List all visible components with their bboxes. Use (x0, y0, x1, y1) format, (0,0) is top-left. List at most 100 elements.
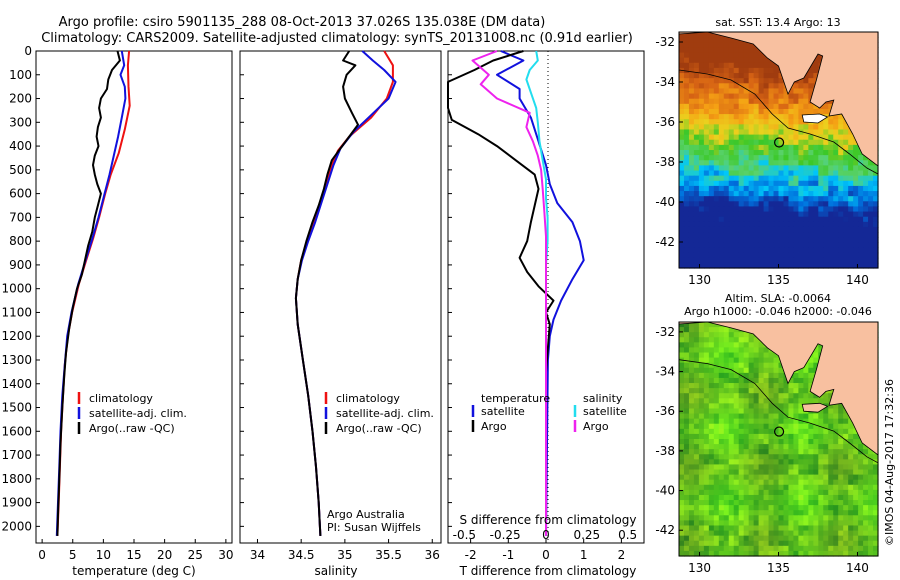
map-cell (718, 520, 725, 527)
map-cell (768, 88, 775, 95)
map-cell (788, 180, 795, 187)
map-cell (683, 347, 690, 354)
map-cell (813, 206, 819, 213)
map-cell (773, 550, 780, 557)
map-cell (813, 237, 819, 243)
map-cell (688, 211, 695, 218)
x-tick-label: -2 (465, 548, 477, 562)
y-tick-label: 300 (9, 115, 32, 129)
map-cell (873, 535, 879, 542)
map-cell (838, 444, 844, 450)
map-cell (768, 139, 775, 146)
map-cell (723, 129, 730, 136)
map-cell (828, 247, 834, 254)
map-cell (808, 550, 814, 557)
map-cell (693, 134, 700, 141)
map-cell (733, 550, 740, 557)
map-cell (698, 383, 705, 389)
map-cell (753, 464, 760, 471)
map-cell (753, 393, 760, 399)
map-cell (798, 383, 804, 389)
map-cell (738, 139, 745, 146)
map-cell (853, 196, 859, 202)
map-cell (703, 185, 710, 192)
map-cell (708, 144, 715, 151)
map-cell (843, 191, 849, 197)
map-cell (803, 206, 809, 213)
map-cell (679, 237, 685, 243)
map-cell (853, 144, 859, 151)
map-cell (763, 221, 770, 228)
map-cell (838, 505, 844, 511)
map-cell (723, 144, 730, 151)
map-cell (833, 262, 839, 269)
map-cell (688, 367, 695, 374)
map-cell (718, 337, 725, 343)
map-cell (703, 124, 710, 131)
map-cell (768, 433, 775, 440)
map-cell (733, 433, 740, 440)
map-cell (688, 393, 695, 399)
map-cell (688, 413, 695, 420)
map-cell (833, 139, 839, 146)
map-cell (848, 525, 854, 532)
map-cell (698, 124, 705, 131)
map-cell (758, 252, 765, 259)
map-cell (768, 479, 775, 486)
map-cell (738, 42, 745, 48)
map-cell (763, 211, 770, 218)
map-cell (743, 433, 750, 440)
map-cell (698, 372, 705, 379)
map-cell (863, 540, 869, 547)
map-cell (798, 525, 804, 532)
map-cell (723, 540, 730, 547)
map-cell (683, 108, 690, 115)
salinity-axes (239, 50, 442, 544)
map-cell (738, 525, 745, 532)
map-cell (693, 342, 700, 349)
map-cell (803, 73, 809, 79)
map-cell (773, 226, 780, 233)
map-cell (843, 232, 849, 238)
map-cell (813, 352, 819, 359)
y-tick-label: -38 (655, 444, 675, 458)
map-cell (808, 418, 814, 425)
map-cell (853, 444, 859, 450)
map-cell (679, 540, 685, 547)
map-cell (818, 196, 824, 202)
map-cell (808, 479, 814, 486)
map-cell (783, 383, 790, 389)
map-cell (813, 423, 819, 430)
map-cell (868, 550, 874, 557)
map-cell (838, 232, 844, 238)
map-cell (798, 403, 804, 410)
map-cell (818, 459, 824, 466)
map-cell (683, 408, 690, 415)
map-cell (873, 185, 879, 192)
map-cell (773, 67, 780, 74)
legend-label-s-satellite: satellite (583, 405, 627, 418)
map-cell (843, 413, 849, 420)
map-cell (768, 221, 775, 228)
map-cell (718, 165, 725, 172)
map-cell (853, 150, 859, 156)
y-tick-label: 400 (9, 139, 32, 153)
map-cell (843, 170, 849, 177)
map-cell (818, 398, 824, 404)
map-cell (698, 78, 705, 84)
map-cell (813, 262, 819, 269)
map-cell (748, 93, 755, 100)
map-cell (703, 459, 710, 466)
map-cell (793, 196, 799, 202)
map-cell (783, 535, 790, 542)
map-cell (728, 500, 735, 506)
map-cell (863, 449, 869, 455)
map-cell (768, 454, 775, 460)
map-cell (738, 160, 745, 166)
map-cell (843, 160, 849, 166)
map-cell (758, 191, 765, 197)
map-cell (708, 211, 715, 218)
map-cell (758, 144, 765, 151)
map-cell (743, 191, 750, 197)
map-cell (698, 459, 705, 466)
